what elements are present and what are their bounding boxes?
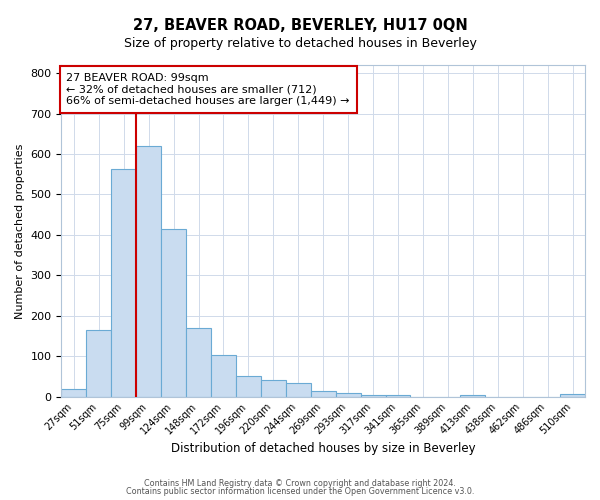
Text: 27 BEAVER ROAD: 99sqm
← 32% of detached houses are smaller (712)
66% of semi-det: 27 BEAVER ROAD: 99sqm ← 32% of detached …: [67, 73, 350, 106]
Bar: [560, 394, 585, 396]
Bar: [186, 328, 211, 396]
Bar: [136, 146, 161, 396]
Bar: [236, 376, 261, 396]
Bar: [61, 388, 86, 396]
Bar: [311, 392, 335, 396]
Text: 27, BEAVER ROAD, BEVERLEY, HU17 0QN: 27, BEAVER ROAD, BEVERLEY, HU17 0QN: [133, 18, 467, 32]
Bar: [161, 229, 186, 396]
Y-axis label: Number of detached properties: Number of detached properties: [15, 143, 25, 318]
Bar: [211, 355, 236, 397]
Text: Contains HM Land Registry data © Crown copyright and database right 2024.: Contains HM Land Registry data © Crown c…: [144, 478, 456, 488]
Bar: [286, 384, 311, 396]
Bar: [86, 330, 111, 396]
Bar: [361, 395, 386, 396]
Text: Size of property relative to detached houses in Beverley: Size of property relative to detached ho…: [124, 38, 476, 51]
X-axis label: Distribution of detached houses by size in Beverley: Distribution of detached houses by size …: [171, 442, 476, 455]
Bar: [111, 170, 136, 396]
Bar: [335, 392, 361, 396]
Bar: [261, 380, 286, 396]
Text: Contains public sector information licensed under the Open Government Licence v3: Contains public sector information licen…: [126, 487, 474, 496]
